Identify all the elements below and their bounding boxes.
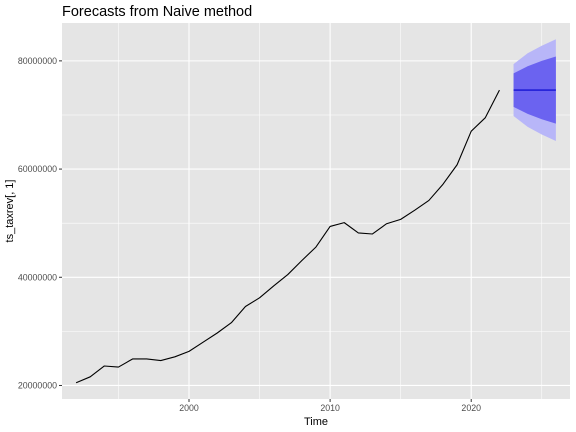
y-tick-label: 40000000 bbox=[18, 272, 57, 282]
x-tick-label: 2000 bbox=[179, 403, 199, 413]
plot-panel bbox=[62, 23, 570, 399]
y-tick-label: 20000000 bbox=[18, 380, 57, 390]
x-tick-label: 2020 bbox=[461, 403, 481, 413]
history-line bbox=[75, 89, 500, 384]
y-tick-label: 60000000 bbox=[18, 164, 57, 174]
x-tick-label: 2010 bbox=[320, 403, 340, 413]
y-axis: 20000000 40000000 60000000 80000000 bbox=[18, 56, 62, 390]
y-tick-label: 80000000 bbox=[18, 56, 57, 66]
major-gridlines bbox=[62, 23, 570, 399]
chart-title: Forecasts from Naive method bbox=[62, 4, 252, 20]
y-axis-title: ts_taxrev[, 1] bbox=[4, 180, 16, 243]
series-lines bbox=[75, 89, 556, 384]
x-axis: 2000 2010 2020 bbox=[179, 399, 481, 413]
x-axis-title: Time bbox=[304, 416, 328, 428]
